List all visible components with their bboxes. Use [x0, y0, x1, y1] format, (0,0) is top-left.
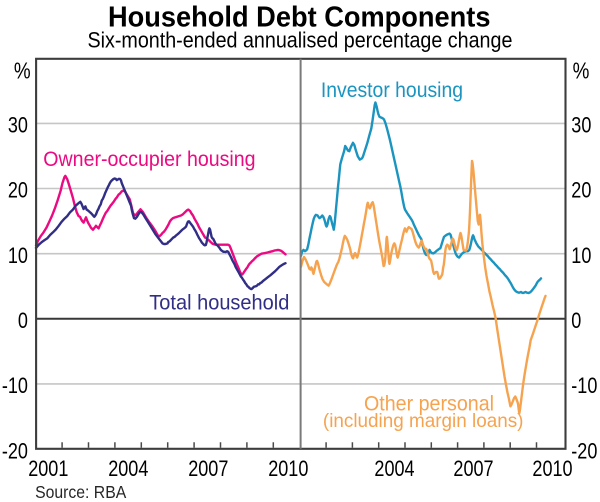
svg-text:2010: 2010	[532, 457, 572, 481]
svg-text:2001: 2001	[28, 457, 68, 481]
svg-text:2004: 2004	[108, 457, 148, 481]
svg-text:2007: 2007	[188, 457, 228, 481]
svg-text:2010: 2010	[268, 457, 308, 481]
svg-text:Other personal: Other personal	[364, 393, 494, 416]
svg-text:10: 10	[571, 244, 591, 268]
svg-text:(including margin loans): (including margin loans)	[323, 411, 524, 432]
svg-text:-20: -20	[2, 440, 28, 464]
svg-text:Investor housing: Investor housing	[321, 79, 463, 102]
svg-text:Total household: Total household	[149, 291, 289, 315]
svg-text:20: 20	[8, 179, 28, 203]
svg-text:2007: 2007	[453, 457, 493, 481]
svg-text:Owner-occupier housing: Owner-occupier housing	[43, 149, 255, 172]
svg-text:2004: 2004	[374, 457, 414, 481]
svg-text:Source: RBA: Source: RBA	[35, 482, 127, 502]
svg-text:%: %	[573, 59, 590, 84]
svg-text:20: 20	[571, 179, 591, 203]
svg-text:0: 0	[18, 309, 28, 333]
svg-text:Household Debt Components: Household Debt Components	[108, 1, 490, 33]
svg-text:-10: -10	[2, 375, 28, 399]
svg-text:-10: -10	[571, 375, 597, 399]
svg-text:Six-month-ended annualised per: Six-month-ended annualised percentage ch…	[87, 28, 512, 52]
svg-text:10: 10	[8, 244, 28, 268]
svg-text:30: 30	[8, 114, 28, 138]
svg-text:0: 0	[571, 309, 581, 333]
svg-text:30: 30	[571, 114, 591, 138]
svg-text:%: %	[14, 59, 31, 84]
svg-text:-20: -20	[571, 440, 597, 464]
